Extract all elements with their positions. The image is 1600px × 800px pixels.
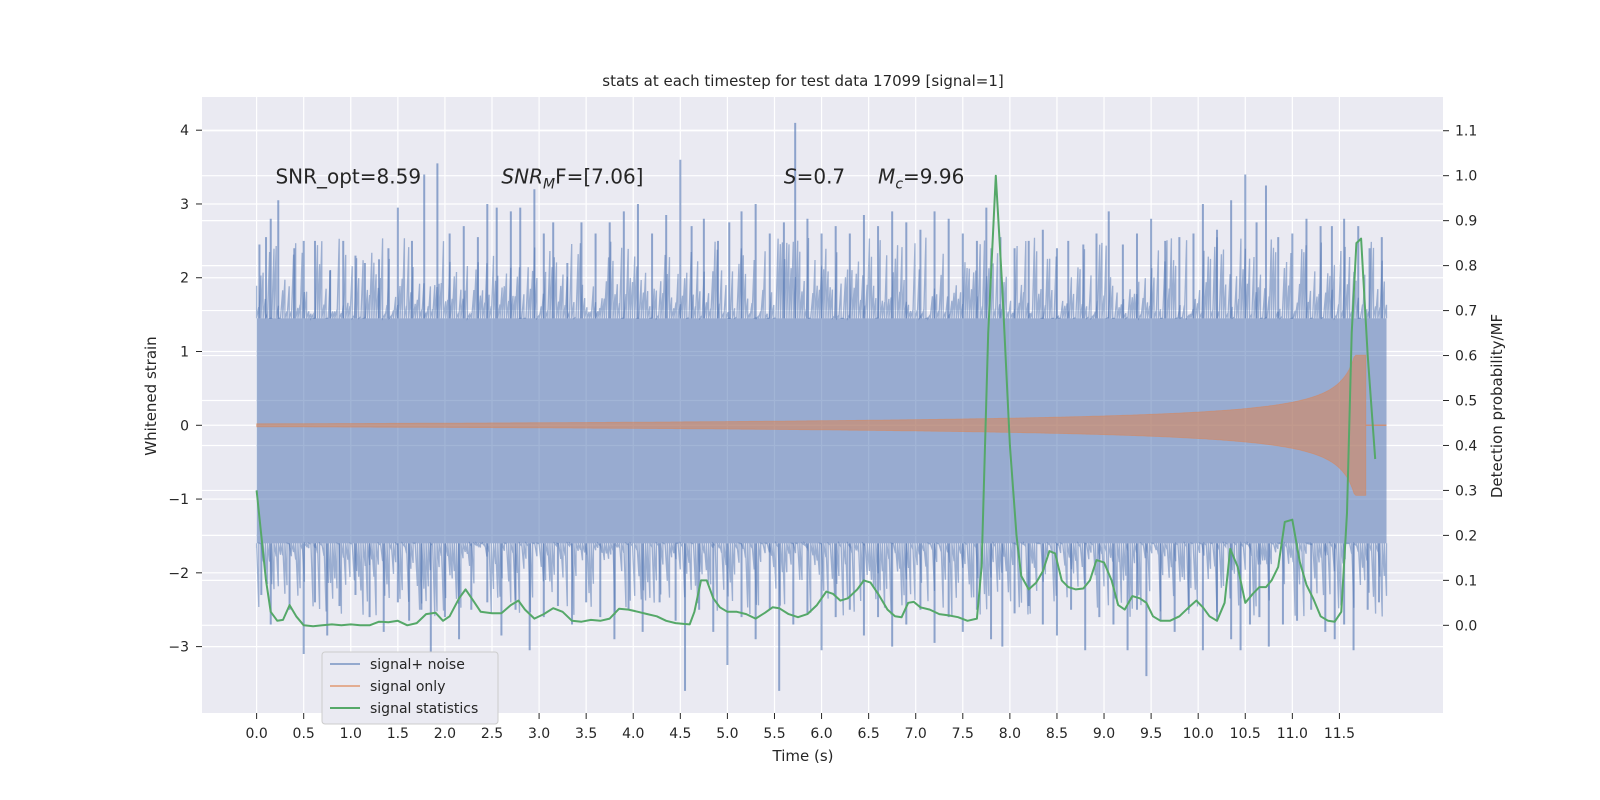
y2-tick-label-3: 0.3 [1455, 483, 1477, 499]
legend-label-signal-statistics: signal statistics [370, 701, 478, 717]
y-tick-label-2: −1 [168, 492, 189, 508]
x-tick-label-22: 11.0 [1277, 726, 1308, 742]
x-tick-label-3: 1.5 [387, 726, 409, 742]
x-tick-label-12: 6.0 [810, 726, 832, 742]
y-tick-label-7: 4 [180, 123, 189, 139]
x-tick-label-17: 8.5 [1046, 726, 1068, 742]
x-tick-label-6: 3.0 [528, 726, 550, 742]
statistics-line [255, 174, 1377, 628]
y-tick-label-3: 0 [180, 418, 189, 434]
y2-tick-label-4: 0.4 [1455, 438, 1477, 454]
x-tick-label-0: 0.0 [245, 726, 267, 742]
x-tick-label-7: 3.5 [575, 726, 597, 742]
x-tick-label-10: 5.0 [716, 726, 738, 742]
x-tick-label-1: 0.5 [293, 726, 315, 742]
signal-chirp [256, 354, 1367, 496]
x-tick-label-4: 2.0 [434, 726, 456, 742]
x-tick-label-14: 7.0 [905, 726, 927, 742]
annotation-snr-mf: SNRMF=[7.06] [501, 164, 643, 192]
x-tick-label-9: 4.5 [669, 726, 691, 742]
y-tick-label-1: −2 [168, 566, 189, 582]
data-layer [255, 122, 1388, 691]
y2-tick-label-1: 0.1 [1455, 573, 1477, 589]
noise-spikes-up [255, 237, 1388, 321]
x-tick-label-20: 10.0 [1183, 726, 1214, 742]
y2-tick-label-5: 0.5 [1455, 394, 1477, 410]
y-axis-ticks: −3 −2 −1 0 1 2 3 4 [168, 123, 202, 656]
x-tick-label-19: 9.5 [1140, 726, 1162, 742]
legend-label-signal-noise: signal+ noise [370, 657, 465, 673]
x-tick-label-23: 11.5 [1324, 726, 1355, 742]
x-tick-label-18: 9.0 [1093, 726, 1115, 742]
y2-tick-label-6: 0.6 [1455, 349, 1477, 365]
legend-box [321, 651, 499, 725]
x-axis-ticks: 0.0 0.5 1.0 1.5 2.0 2.5 3.0 3.5 4.0 4.5 5.0 5.5 6.0 6… [245, 713, 1355, 742]
chart-title: stats at each timestep for test data 170… [602, 72, 1003, 90]
y2-tick-label-0: 0.0 [1455, 618, 1477, 634]
y-tick-label-4: 1 [180, 345, 189, 361]
y-tick-label-0: −3 [168, 640, 189, 656]
y2-axis-label: Detection probability/MF [1488, 314, 1506, 498]
annotation-s-value: S=0.7 [784, 164, 845, 188]
legend: signal+ noise signal only signal statist… [321, 651, 499, 725]
annotation-chirp-mass: Mc=9.96 [878, 164, 964, 192]
x-tick-label-2: 1.0 [340, 726, 362, 742]
y2-tick-label-10: 1.0 [1455, 169, 1477, 185]
y2-tick-label-2: 0.2 [1455, 528, 1477, 544]
y2-tick-label-7: 0.7 [1455, 304, 1477, 320]
y2-tick-label-8: 0.8 [1455, 259, 1477, 275]
x-axis-label: Time (s) [772, 747, 834, 765]
y-axis-label: Whitened strain [142, 336, 160, 455]
y-tick-label-5: 2 [180, 271, 189, 287]
annotation-snr-opt: SNR_opt=8.59 [275, 164, 421, 188]
y-tick-label-6: 3 [180, 197, 189, 213]
x-tick-label-8: 4.0 [622, 726, 644, 742]
x-tick-label-21: 10.5 [1230, 726, 1261, 742]
x-tick-label-16: 8.0 [999, 726, 1021, 742]
x-tick-label-5: 2.5 [481, 726, 503, 742]
y2-tick-label-11: 1.1 [1455, 124, 1477, 140]
x-tick-label-11: 5.5 [763, 726, 785, 742]
legend-label-signal-only: signal only [370, 679, 445, 695]
x-tick-label-15: 7.5 [952, 726, 974, 742]
y2-axis-ticks: 0.0 0.1 0.2 0.3 0.4 0.5 0.6 0.7 0.8 0.9 1.0 1.1 [1443, 124, 1477, 634]
series-signal-statistics [255, 174, 1377, 628]
x-tick-label-13: 6.5 [858, 726, 880, 742]
annotations: SNR_opt=8.59 SNRMF=[7.06] S=0.7 Mc=9.96 [275, 164, 964, 192]
y2-tick-label-9: 0.9 [1455, 214, 1477, 230]
series-signal-only [256, 354, 1387, 496]
